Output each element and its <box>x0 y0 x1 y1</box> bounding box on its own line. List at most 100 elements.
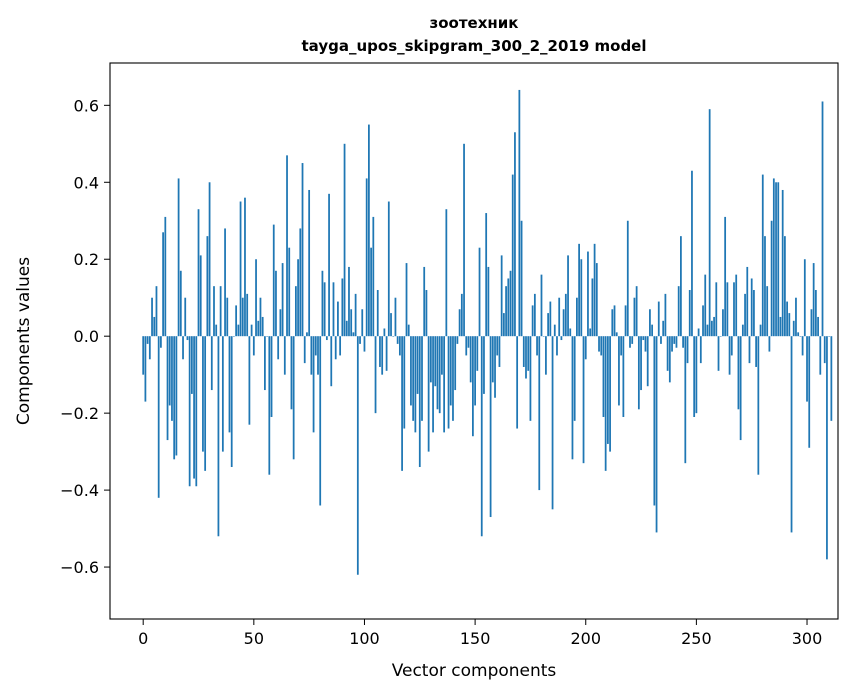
bar <box>403 336 406 429</box>
bar <box>748 336 751 364</box>
bar <box>303 336 306 364</box>
bar <box>398 336 401 356</box>
bar <box>675 336 678 348</box>
bar <box>310 336 313 375</box>
bar <box>213 286 215 337</box>
bar <box>573 336 576 421</box>
bar <box>478 247 481 337</box>
bar <box>741 324 744 337</box>
bar <box>379 336 381 367</box>
bar <box>717 336 720 371</box>
y-tick-label: 0.4 <box>74 173 99 192</box>
bar <box>376 290 379 337</box>
bar <box>808 336 811 448</box>
y-axis: −0.6 −0.4 −0.2 0.0 0.2 0.4 0.6 <box>60 96 110 577</box>
bar <box>799 336 802 337</box>
bar <box>500 255 503 337</box>
bar <box>527 336 530 371</box>
bar <box>702 305 704 337</box>
bar <box>529 336 532 421</box>
bar <box>691 170 693 337</box>
bar <box>412 336 415 421</box>
bar <box>197 209 200 337</box>
bar <box>297 259 299 337</box>
bar <box>257 320 260 337</box>
bar <box>620 336 623 356</box>
bar <box>633 297 636 337</box>
bar <box>797 332 800 337</box>
bar <box>463 143 465 337</box>
bar <box>233 336 235 337</box>
bar <box>423 266 426 337</box>
bar <box>819 336 822 375</box>
y-tick-label: 0.0 <box>74 327 99 346</box>
bar <box>228 336 231 433</box>
bar <box>173 336 176 460</box>
bar <box>600 336 603 356</box>
bar <box>823 336 826 364</box>
bar <box>664 293 667 337</box>
bar <box>502 313 505 337</box>
bar <box>394 297 397 337</box>
x-tick-label: 150 <box>460 629 491 648</box>
bar <box>792 320 795 337</box>
bar <box>795 297 797 337</box>
bar <box>261 316 264 337</box>
bar <box>666 336 669 371</box>
y-tick-label: 0.2 <box>74 250 99 269</box>
bar <box>770 220 773 337</box>
bar <box>153 316 156 337</box>
bar <box>458 309 461 337</box>
bar <box>631 336 634 344</box>
bar <box>190 336 193 394</box>
bar <box>553 324 556 337</box>
bar <box>421 336 423 421</box>
bar <box>784 236 786 337</box>
bar <box>248 336 251 425</box>
x-tick-label: 200 <box>570 629 601 648</box>
bar <box>505 286 507 337</box>
bar <box>372 216 375 337</box>
bar <box>354 293 357 337</box>
bar <box>704 274 707 337</box>
bar <box>323 282 326 337</box>
bar <box>494 336 496 398</box>
bar <box>509 270 512 337</box>
bar <box>186 336 189 341</box>
bar <box>199 255 202 337</box>
bar <box>171 336 173 421</box>
bar <box>651 324 654 337</box>
bar <box>536 336 538 356</box>
bar <box>655 336 658 533</box>
bar <box>580 259 583 337</box>
bar <box>593 243 596 337</box>
bar <box>469 336 472 383</box>
plot-frame <box>109 62 839 620</box>
bar <box>441 336 443 375</box>
bar <box>507 278 510 337</box>
bar <box>642 336 645 341</box>
bar <box>558 297 561 337</box>
x-axis: 0 50 100 150 200 250 300 <box>138 619 822 648</box>
bar <box>312 336 315 433</box>
bar <box>365 178 368 337</box>
bar <box>680 236 682 337</box>
bar <box>697 328 700 337</box>
bar <box>660 336 662 344</box>
bar <box>598 336 600 352</box>
bar <box>472 336 474 437</box>
bar <box>772 178 775 337</box>
bar <box>292 336 295 460</box>
bar <box>432 336 434 433</box>
bar <box>518 89 521 337</box>
bar <box>237 324 240 337</box>
bar <box>606 336 609 444</box>
bar <box>162 232 164 337</box>
bar <box>155 286 158 337</box>
bar <box>761 174 764 337</box>
bar <box>644 336 647 352</box>
bar <box>540 274 543 337</box>
bar <box>239 201 242 337</box>
bar <box>210 336 213 391</box>
bar <box>259 297 262 337</box>
